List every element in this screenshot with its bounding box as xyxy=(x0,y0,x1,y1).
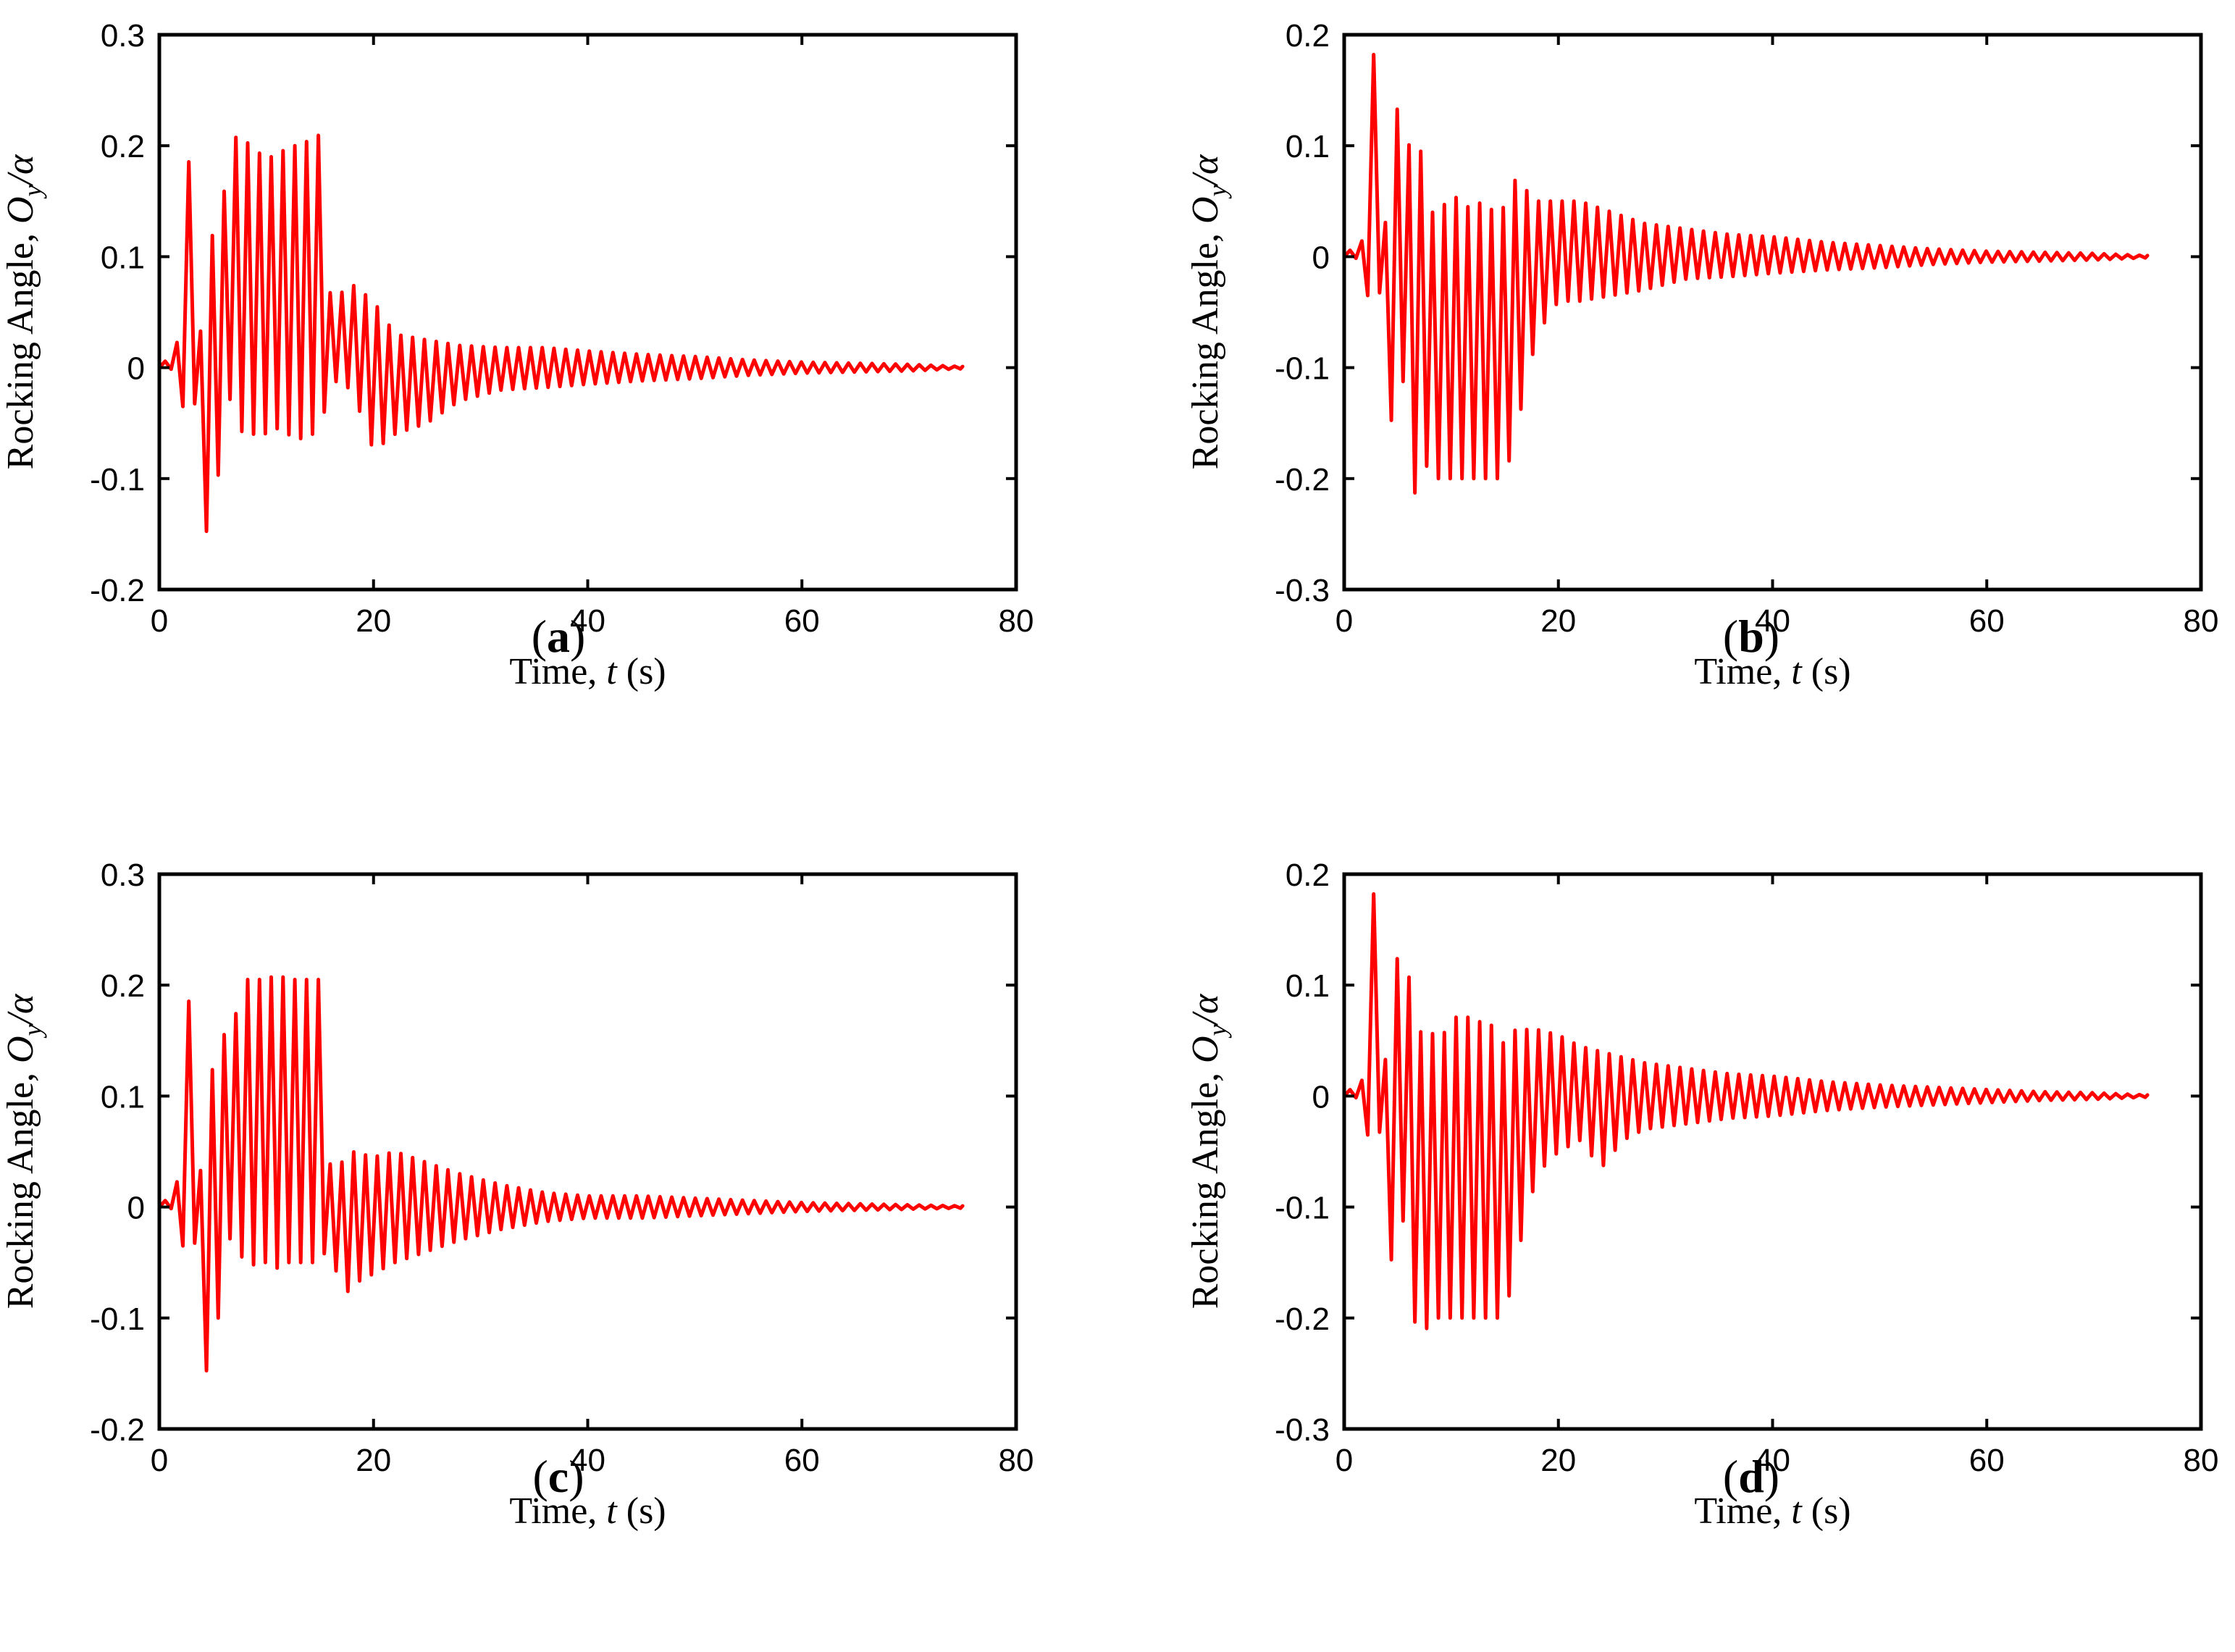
x-axis-label: Time, t (s) xyxy=(1694,651,1850,692)
series-line-a xyxy=(157,133,965,534)
x-tick-label: 0 xyxy=(151,603,168,639)
y-tick-label: -0.3 xyxy=(1275,573,1330,608)
chart-panel-c: 0 20 40 60 80 -0.2 -0.1 0 0.1 0.2 0.3 Time, t (s) Ro… xyxy=(0,858,1033,1532)
y-tick-label: 0.2 xyxy=(1286,858,1330,893)
y-tick-label: 0.2 xyxy=(101,129,145,164)
panel-caption: (c) xyxy=(532,1451,584,1502)
x-tick-label: 20 xyxy=(356,1443,391,1478)
y-axis-label: Rocking Angle, Oy/α xyxy=(1185,154,1232,469)
y-tick-label: 0 xyxy=(127,1191,145,1226)
x-tick-label: 20 xyxy=(356,603,391,639)
x-tick-label: 20 xyxy=(1540,1443,1576,1478)
x-tick-label: 40 xyxy=(570,1443,605,1478)
y-tick-label: 0.1 xyxy=(1286,968,1330,1004)
y-tick-label: 0 xyxy=(1312,1079,1330,1115)
x-tick-label: 40 xyxy=(570,603,605,639)
panel-caption: (a) xyxy=(532,611,586,662)
y-tick-label: -0.2 xyxy=(1275,462,1330,498)
y-tick-label: 0.3 xyxy=(101,858,145,893)
y-tick-label: 0.3 xyxy=(101,18,145,54)
y-axis-label: Rocking Angle, Oy/α xyxy=(0,993,47,1309)
x-tick-label: 60 xyxy=(784,1443,820,1478)
y-tick-label: 0.2 xyxy=(1286,18,1330,54)
x-tick-label: 0 xyxy=(1335,1443,1353,1478)
y-tick-label: 0.1 xyxy=(101,240,145,275)
y-tick-label: -0.3 xyxy=(1275,1412,1330,1448)
panel-caption: (d) xyxy=(1723,1451,1779,1502)
x-tick-label: 0 xyxy=(151,1443,168,1478)
x-tick-label: 0 xyxy=(1335,603,1353,639)
x-tick-label: 80 xyxy=(2184,603,2219,639)
y-tick-label: -0.2 xyxy=(90,573,145,608)
chart-panel-b: 0 20 40 60 80 -0.3 -0.2 -0.1 0 0.1 0.2 Time, t (s) R… xyxy=(1185,18,2218,692)
y-tick-label: 0.2 xyxy=(101,968,145,1004)
y-tick-label: 0 xyxy=(1312,240,1330,275)
x-tick-label: 80 xyxy=(999,1443,1034,1478)
chart-panel-a: 0 20 40 60 80 -0.2 -0.1 0 0.1 0.2 0.3 Time, t (s) Ro… xyxy=(0,18,1033,692)
x-tick-label: 20 xyxy=(1540,603,1576,639)
y-tick-label: -0.1 xyxy=(90,462,145,498)
y-tick-label: -0.2 xyxy=(90,1412,145,1448)
panel-caption: (b) xyxy=(1723,611,1779,662)
plot-frame-b xyxy=(1342,33,2203,592)
y-tick-label: -0.1 xyxy=(1275,1191,1330,1226)
plot-frame-d xyxy=(1342,872,2203,1431)
x-tick-label: 60 xyxy=(1969,1443,2005,1478)
x-tick-label: 60 xyxy=(1969,603,2005,639)
y-tick-label: 0.1 xyxy=(101,1079,145,1115)
y-tick-label: -0.1 xyxy=(90,1301,145,1337)
y-axis-label: Rocking Angle, Oy/α xyxy=(0,154,47,469)
x-tick-label: 40 xyxy=(1755,603,1790,639)
x-axis-label: Time, t (s) xyxy=(1694,1490,1850,1532)
x-axis-label: Time, t (s) xyxy=(509,651,666,692)
x-axis-label: Time, t (s) xyxy=(509,1490,666,1532)
y-tick-label: 0.1 xyxy=(1286,129,1330,164)
series-line-d xyxy=(1342,892,2150,1330)
chart-panel-d: 0 20 40 60 80 -0.3 -0.2 -0.1 0 0.1 0.2 Time, t (s) R… xyxy=(1185,858,2218,1532)
series-line-b xyxy=(1342,52,2150,495)
x-tick-label: 80 xyxy=(999,603,1034,639)
y-tick-label: -0.2 xyxy=(1275,1301,1330,1337)
series-line-c xyxy=(157,975,965,1373)
x-tick-label: 60 xyxy=(784,603,820,639)
x-tick-label: 40 xyxy=(1755,1443,1790,1478)
y-tick-label: 0 xyxy=(127,351,145,387)
x-tick-label: 80 xyxy=(2184,1443,2219,1478)
y-tick-label: -0.1 xyxy=(1275,351,1330,387)
y-axis-label: Rocking Angle, Oy/α xyxy=(1185,993,1232,1309)
